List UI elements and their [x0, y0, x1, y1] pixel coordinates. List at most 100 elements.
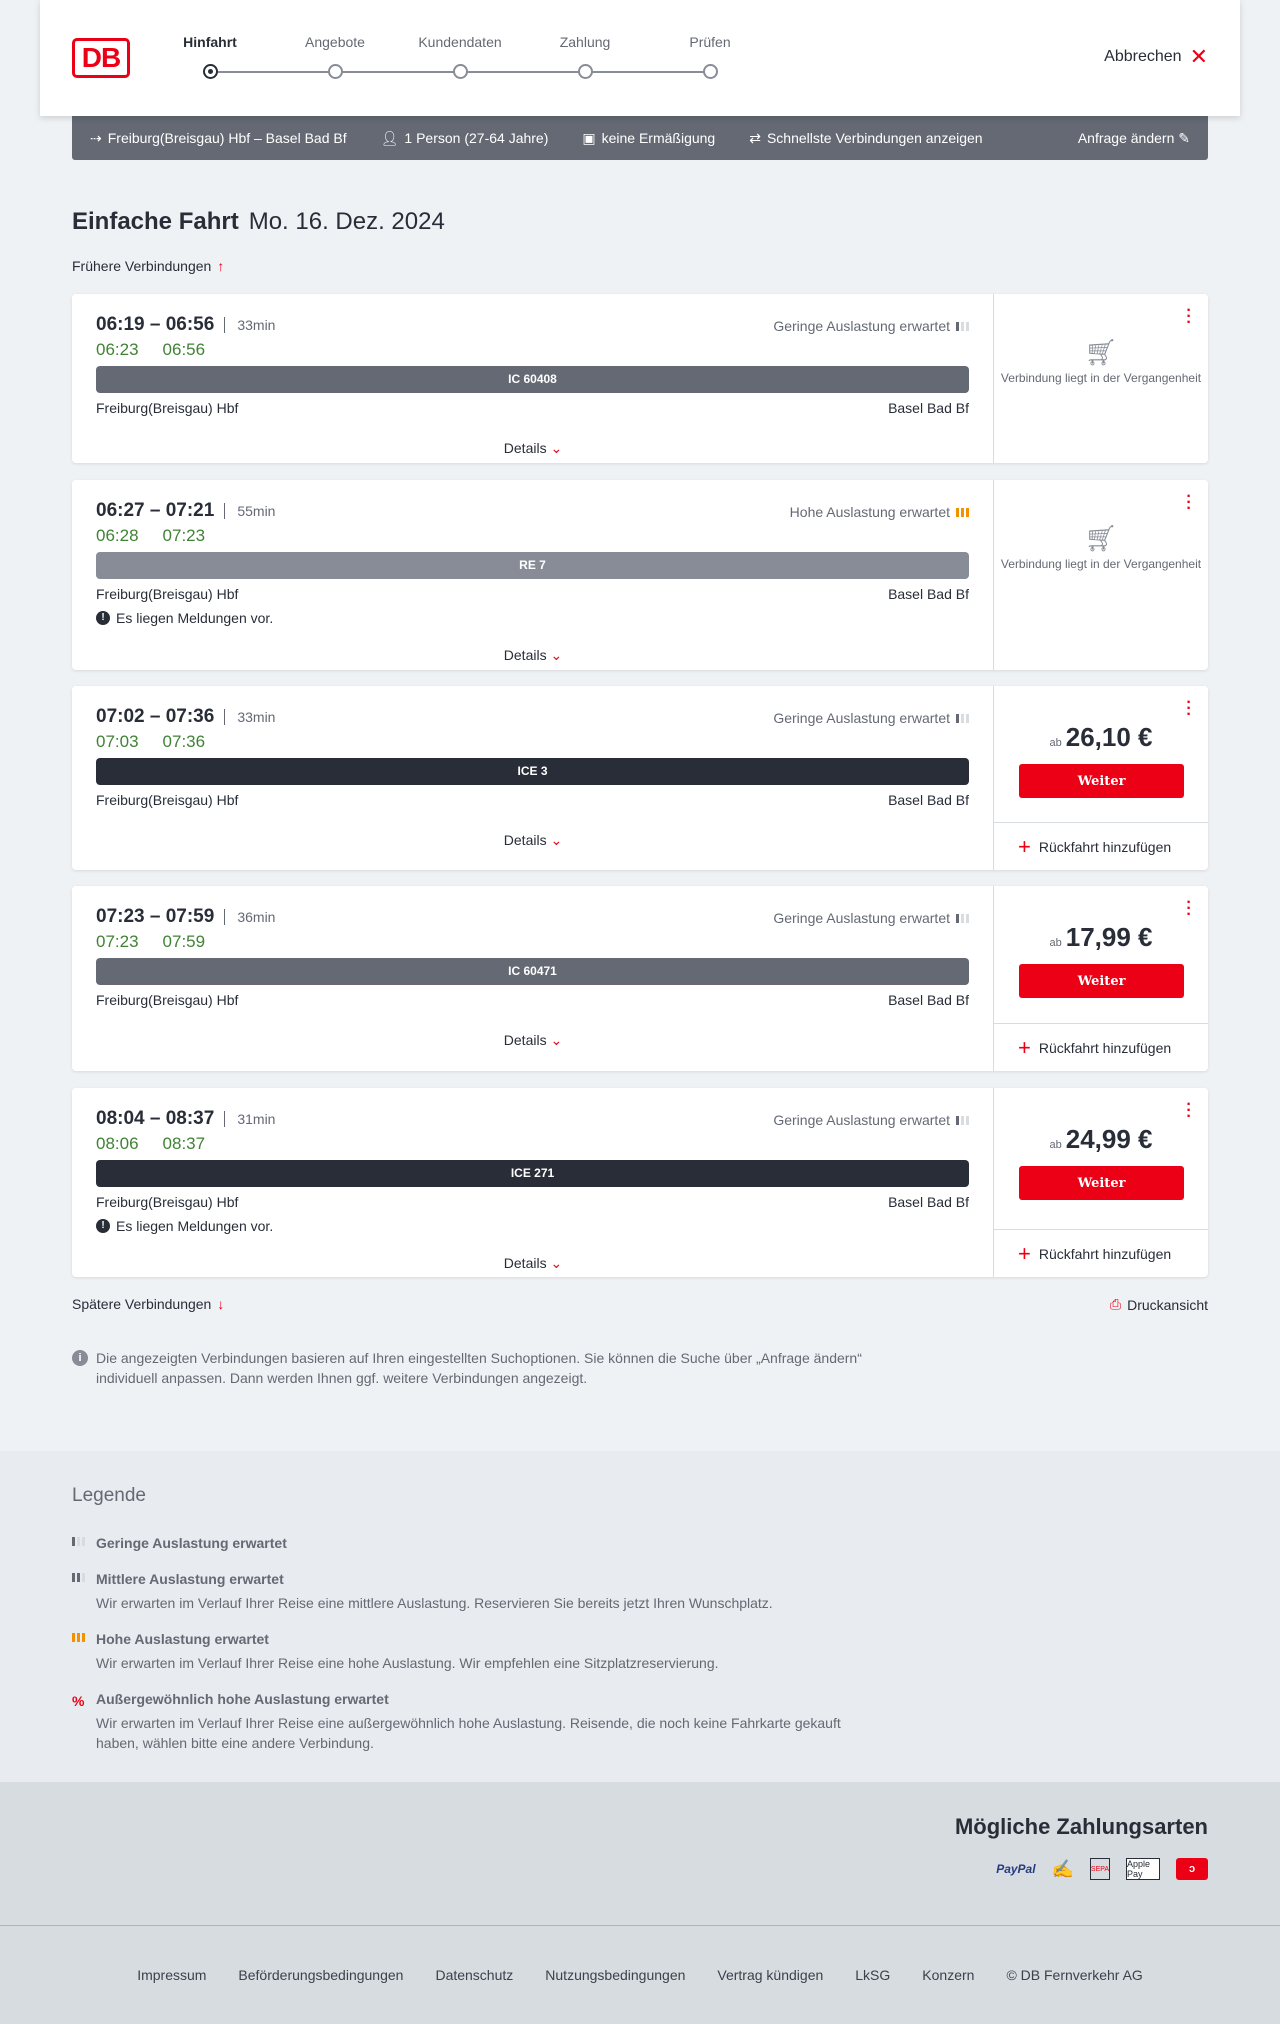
realtime-arrival: 07:59	[162, 932, 206, 951]
realtime-times: 07:03 07:36	[96, 732, 229, 752]
earlier-label: Frühere Verbindungen	[72, 258, 212, 274]
price-value: 24,99 €	[1065, 1124, 1153, 1154]
bahncard-icon: ▣	[582, 129, 596, 146]
add-return-button[interactable]: + Rückfahrt hinzufügen	[994, 1229, 1208, 1277]
load-text: Geringe Auslastung erwartet	[773, 910, 950, 926]
arrow-up-icon: ↑	[217, 258, 225, 274]
person-icon: 👤︎	[380, 129, 399, 146]
realtime-departure: 07:03	[96, 732, 139, 751]
train-bar[interactable]: IC 60408	[96, 366, 969, 393]
details-toggle[interactable]: Details ⌄	[72, 1255, 994, 1272]
train-bar[interactable]: RE 7	[96, 552, 969, 579]
footer-link[interactable]: Vertrag kündigen	[717, 1967, 824, 1983]
search-summary-bar: ⇢ Freiburg(Breisgau) Hbf – Basel Bad Bf 👤…	[72, 116, 1208, 160]
footer-link[interactable]: Datenschutz	[435, 1967, 514, 1983]
more-options-icon[interactable]: · · ·	[1186, 488, 1192, 517]
add-return-button[interactable]: + Rückfahrt hinzufügen	[994, 822, 1208, 870]
connection-details: 07:23 – 07:59 36min 07:23 07:59 Geringe Au…	[72, 886, 994, 1071]
load-text: Geringe Auslastung erwartet	[773, 710, 950, 726]
legend-item-text: Wir erwarten im Verlauf Ihrer Reise eine…	[96, 1655, 719, 1671]
continue-button[interactable]: Weiter	[1019, 1166, 1184, 1200]
legend-item-title: Hohe Auslastung erwartet	[96, 1631, 269, 1647]
load-icon	[72, 1537, 85, 1546]
info-note: i Die angezeigten Verbindungen basieren a…	[72, 1348, 872, 1388]
later-connections-link[interactable]: Spätere Verbindungen ↓	[72, 1296, 224, 1312]
scheduled-times: 07:02 – 07:36 33min	[96, 706, 276, 728]
realtime-times: 06:23 06:56	[96, 340, 229, 360]
duration: 36min	[224, 909, 276, 925]
plus-icon: +	[1018, 1240, 1031, 1266]
footer-link[interactable]: LkSG	[855, 1967, 891, 1983]
step-marker	[328, 64, 343, 79]
step-label: Angebote	[305, 34, 365, 50]
legend-item-title: Geringe Auslastung erwartet	[96, 1535, 287, 1551]
add-return-button[interactable]: + Rückfahrt hinzufügen	[994, 1023, 1208, 1071]
continue-button[interactable]: Weiter	[1019, 764, 1184, 798]
details-toggle[interactable]: Details ⌄	[72, 832, 994, 849]
past-text: Verbindung liegt in der Vergangenheit	[1000, 557, 1202, 571]
legend-item: % Außergewöhnlich hohe Auslastung erwarte…	[72, 1691, 852, 1753]
offer-panel: · · · 🛒︎ Verbindung liegt in der Vergangenh…	[994, 294, 1208, 463]
load-icon	[956, 713, 969, 723]
step-prüfen: Prüfen	[660, 34, 760, 79]
close-icon: ✕	[1189, 44, 1208, 69]
connection-details: 06:19 – 06:56 33min 06:23 06:56 Geringe Au…	[72, 294, 994, 463]
db-logo[interactable]: DB	[72, 38, 130, 78]
scheduled-times: 06:19 – 06:56 33min	[96, 314, 276, 336]
step-label: Prüfen	[689, 34, 731, 50]
more-options-icon[interactable]: · · ·	[1186, 1096, 1192, 1125]
train-bar[interactable]: ICE 271	[96, 1160, 969, 1187]
step-label: Kundendaten	[418, 34, 502, 50]
print-view-link[interactable]: ⎙ Druckansicht	[1110, 1296, 1208, 1313]
load-indicator: Hohe Auslastung erwartet	[790, 504, 969, 520]
page-title: Einfache Fahrt Mo. 16. Dez. 2024	[72, 208, 445, 236]
more-options-icon[interactable]: · · ·	[1186, 302, 1192, 331]
details-toggle[interactable]: Details ⌄	[72, 440, 994, 457]
step-kundendaten: Kundendaten	[410, 34, 510, 79]
price-value: 17,99 €	[1065, 922, 1153, 952]
details-label: Details	[503, 647, 547, 663]
step-angebote: Angebote	[285, 34, 385, 79]
realtime-departure: 06:28	[96, 526, 139, 545]
duration: 33min	[224, 709, 276, 725]
route-summary: ⇢ Freiburg(Breisgau) Hbf – Basel Bad Bf	[90, 130, 347, 147]
details-toggle[interactable]: Details ⌄	[72, 1032, 994, 1049]
train-bar[interactable]: IC 60471	[96, 958, 969, 985]
more-options-icon[interactable]: · · ·	[1186, 694, 1192, 723]
realtime-arrival: 06:56	[162, 340, 206, 359]
cart-unavailable-icon: 🛒︎	[1084, 337, 1118, 367]
details-label: Details	[503, 1255, 547, 1271]
realtime-departure: 07:23	[96, 932, 139, 951]
footer-link[interactable]: Nutzungsbedingungen	[545, 1967, 686, 1983]
load-indicator: Geringe Auslastung erwartet	[773, 710, 969, 726]
chevron-down-icon: ⌄	[550, 832, 563, 848]
continue-button[interactable]: Weiter	[1019, 964, 1184, 998]
db-bonus-icon: ↄ	[1176, 1858, 1208, 1880]
alert-icon: !	[96, 1219, 110, 1233]
load-icon	[956, 507, 969, 517]
scheduled-times: 06:27 – 07:21 55min	[96, 500, 276, 522]
connection-card: 07:02 – 07:36 33min 07:03 07:36 Geringe Au…	[72, 686, 1208, 870]
message-text: Es liegen Meldungen vor.	[116, 1218, 274, 1234]
cancel-label: Abbrechen	[1104, 48, 1182, 65]
duration: 33min	[224, 317, 276, 333]
departure-station: Freiburg(Breisgau) Hbf	[96, 992, 239, 1008]
legend-title: Legende	[72, 1485, 146, 1506]
cancel-button[interactable]: Abbrechen ✕	[1104, 44, 1208, 69]
footer-link[interactable]: Beförderungsbedingungen	[238, 1967, 404, 1983]
footer-link[interactable]: Konzern	[922, 1967, 975, 1983]
details-toggle[interactable]: Details ⌄	[72, 647, 994, 664]
payment-section: Mögliche Zahlungsarten PayPal ✍ SEPA App…	[0, 1782, 1280, 1926]
load-indicator: Geringe Auslastung erwartet	[773, 1112, 969, 1128]
edit-request-button[interactable]: Anfrage ändern ✎	[1078, 130, 1190, 147]
train-bar[interactable]: ICE 3	[96, 758, 969, 785]
load-text: Geringe Auslastung erwartet	[773, 318, 950, 334]
step-marker	[703, 64, 718, 79]
price: ab 26,10 €	[994, 722, 1208, 753]
footer-link[interactable]: Impressum	[137, 1967, 207, 1983]
legend-item-title: Außergewöhnlich hohe Auslastung erwartet	[96, 1691, 389, 1707]
earlier-connections-link[interactable]: Frühere Verbindungen ↑	[72, 258, 224, 274]
details-label: Details	[503, 832, 547, 848]
more-options-icon[interactable]: · · ·	[1186, 894, 1192, 923]
load-indicator: Geringe Auslastung erwartet	[773, 910, 969, 926]
